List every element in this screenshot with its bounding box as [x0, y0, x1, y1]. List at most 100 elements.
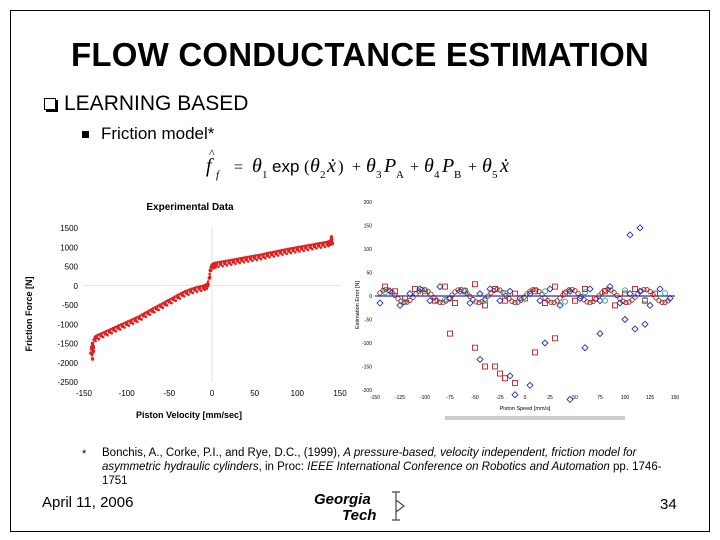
chart2-diamond-point [636, 224, 644, 232]
chart1-point [303, 244, 307, 248]
chart1-point [127, 324, 131, 327]
chart2-circle-point [642, 296, 648, 303]
eq-sub5: 5 [492, 169, 498, 181]
chart1-point [320, 241, 324, 245]
chart2-xtick-label: -125 [395, 395, 405, 401]
chart1-point [144, 315, 148, 319]
chart2-diamond-point [486, 285, 494, 293]
chart1-point [288, 247, 292, 250]
chart1-point [126, 320, 130, 323]
friction-equation: f ^ f = θ 1 exp ( θ 2 ẋ ) + θ 3 P A + θ … [206, 148, 509, 181]
chart1-point [254, 254, 258, 257]
chart1-point [330, 235, 333, 239]
chart2-circle-point [382, 289, 388, 296]
chart2-ytick-label: -150 [362, 365, 372, 371]
chart1-xtick-label: 150 [333, 389, 347, 398]
chart2-band-marker [629, 297, 635, 303]
chart1-point [218, 260, 221, 264]
footnote-pages: pp. 1746-1751 [102, 461, 662, 487]
chart1-point [178, 297, 182, 300]
chart2-diamond-point [626, 231, 634, 239]
eq-equals: = [234, 159, 243, 176]
chart2-square-point [542, 300, 548, 307]
chart1-point [115, 324, 119, 328]
chart2-ylabel: Estimation Error [N] [355, 281, 361, 329]
chart2-diamond-point [386, 287, 394, 295]
chart2-diamond-point [506, 372, 514, 380]
chart1-xtick-label: -100 [119, 389, 136, 398]
chart1-point [106, 333, 109, 337]
chart1-point [153, 311, 156, 314]
chart2-square-point [512, 290, 518, 297]
chart1-point [182, 295, 186, 298]
chart2-square-point [532, 349, 538, 356]
chart1-xlabel: Piston Velocity [mm/sec] [136, 410, 242, 420]
chart1-point [179, 291, 183, 295]
chart1-point [120, 323, 123, 326]
chart2-band-marker [536, 288, 542, 295]
chart1-plot-area: 150010005000-500-1000-1500-2000-2500-150… [58, 224, 348, 398]
chart2-square-point [592, 295, 598, 302]
chart1-point [262, 252, 266, 256]
chart2-diamond-point [546, 285, 554, 293]
chart1-point [315, 247, 318, 250]
chart2-diamond-point [596, 297, 604, 305]
chart1-point [271, 250, 275, 254]
eq-plus2: + [410, 159, 419, 176]
chart2-diamond-point [511, 391, 519, 399]
chart1-point [225, 264, 229, 267]
checkbox-bullet-icon [44, 98, 58, 112]
chart2-band-marker [494, 286, 500, 293]
experimental-data-chart: Experimental Data 150010005000-500-1000-… [24, 202, 348, 420]
chart1-point [329, 243, 332, 247]
chart1-point [148, 313, 152, 316]
chart2-diamond-point [666, 294, 674, 302]
chart1-point [123, 326, 126, 329]
chart2-ytick-label: -50 [365, 318, 372, 324]
chart2-band-marker [377, 290, 383, 296]
chart2-band-marker [476, 299, 482, 306]
chart1-point [208, 272, 211, 276]
eq-pb-sub: B [454, 169, 461, 181]
chart1-ytick-label: -2000 [58, 359, 79, 368]
chart1-point [117, 324, 121, 327]
chart2-band-marker [590, 298, 596, 305]
eq-f: f [206, 155, 214, 177]
chart1-point [190, 287, 194, 291]
chart1-point [319, 246, 323, 249]
chart1-point [134, 316, 138, 319]
chart1-point [200, 289, 203, 293]
chart2-diamond-point [476, 290, 484, 298]
chart1-point [248, 255, 251, 258]
slide-frame [10, 10, 710, 532]
chart2-band-marker [392, 292, 398, 298]
chart2-diamond-point [641, 320, 649, 328]
chart1-point [252, 254, 255, 258]
chart1-point [298, 250, 301, 253]
chart1-point [265, 252, 268, 255]
chart1-point [169, 297, 172, 301]
chart2-circle-point [662, 290, 668, 297]
chart1-point [124, 321, 127, 324]
bullet-friction-model-text: Friction model* [101, 124, 215, 143]
chart2-diamond-point [526, 381, 534, 389]
chart1-point [207, 282, 210, 286]
chart2-xtick-label: 50 [572, 395, 578, 401]
chart2-diamond-point [516, 294, 524, 302]
chart2-ytick-label: 200 [364, 200, 373, 206]
chart2-band-marker [548, 299, 554, 305]
chart1-point [208, 275, 212, 278]
chart2-circle-point [522, 295, 528, 302]
chart2-band-marker [617, 296, 623, 302]
chart2-diamond-point [586, 285, 594, 293]
chart2-square-point [512, 379, 518, 386]
chart1-point [184, 289, 187, 293]
chart2-diamond-point [476, 355, 484, 364]
chart2-circle-point [582, 289, 588, 296]
chart1-point [109, 327, 112, 331]
logo-tech: Tech [342, 507, 376, 524]
chart2-circle-point [402, 298, 408, 305]
chart2-square-point [447, 330, 453, 337]
chart1-ylabel: Friction Force [N] [24, 276, 34, 351]
chart1-point [205, 287, 209, 290]
